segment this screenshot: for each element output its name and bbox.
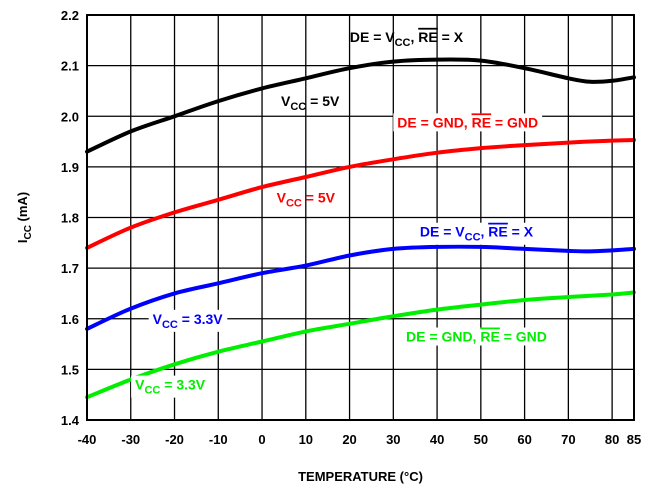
annotation-part: DE = V: [350, 29, 395, 45]
x-tick-label: 10: [299, 432, 313, 447]
annotation-bg: [393, 113, 543, 132]
annotation-part: = 5V: [306, 93, 340, 109]
annotation-blue-de: DE = VCC, RE = X: [415, 222, 538, 245]
annotation-text: VCC = 5V: [281, 93, 340, 113]
y-tick-label: 2.1: [61, 59, 79, 74]
annotation-blue-vcc: VCC = 3.3V: [148, 309, 228, 332]
annotation-part: = 3.3V: [178, 311, 223, 327]
annotation-part: V: [281, 93, 291, 109]
annotation-green-de: DE = GND, RE = GND: [402, 327, 551, 346]
plot-frame: [86, 14, 635, 421]
y-tick-label: 1.6: [61, 312, 79, 327]
y-tick-label: 1.8: [61, 211, 79, 226]
annotation-part: V: [135, 377, 145, 393]
x-tick-label: -10: [209, 432, 228, 447]
y-tick-label: 1.4: [61, 413, 80, 428]
annotation-text: DE = VCC, RE = X: [350, 29, 464, 49]
annotation-bg: [402, 327, 551, 346]
x-tick-label: 60: [517, 432, 531, 447]
y-tick-label: 2.2: [61, 8, 79, 23]
series-line-red: [85, 138, 636, 250]
y-axis-title-suffix: (mA): [15, 192, 30, 225]
annotation-part: CC: [465, 232, 481, 244]
annotation-red-vcc: VCC = 5V: [277, 189, 336, 209]
annotation-text: VCC = 5V: [277, 189, 336, 209]
y-axis-title: ICC (mA): [15, 192, 34, 243]
annotation-part: DE = GND,: [397, 114, 471, 130]
y-tick-label: 1.5: [61, 362, 79, 377]
annotation-part: CC: [144, 385, 160, 397]
annotation-part: = X: [438, 29, 464, 45]
x-axis-title: TEMPERATURE (°C): [298, 469, 423, 484]
annotation-part: = 5V: [302, 189, 336, 205]
y-axis-title-main: I: [15, 240, 30, 244]
x-tick-label: 70: [561, 432, 575, 447]
annotation-part: RE: [488, 224, 507, 240]
annotation-part: CC: [162, 319, 178, 331]
x-tick-label: 85: [627, 432, 641, 447]
series-lines: [85, 57, 636, 400]
annotation-part: = 3.3V: [160, 377, 205, 393]
annotation-bg: [148, 309, 228, 332]
y-tick-label: 1.7: [61, 261, 79, 276]
x-tick-label: -20: [165, 432, 184, 447]
x-tick-label: -30: [121, 432, 140, 447]
annotation-part: V: [277, 189, 287, 205]
annotation-black-de: DE = VCC, RE = X: [350, 28, 464, 49]
series-line-blue: [85, 244, 636, 331]
annotation-text: DE = VCC, RE = X: [420, 224, 534, 244]
x-tick-labels: -40 -30 -20 -10 0 10 20 30 40 50 60 70 80 85: [78, 432, 642, 447]
y-axis-title-sub: CC: [23, 225, 34, 239]
annotation-part: = GND: [500, 329, 547, 345]
annotation-part: CC: [286, 197, 302, 209]
x-tick-label: 40: [430, 432, 444, 447]
annotation-text: DE = GND, RE = GND: [397, 114, 538, 130]
annotation-part: = X: [508, 224, 534, 240]
y-tick-label: 1.9: [61, 160, 79, 175]
annotation-part: V: [153, 311, 163, 327]
x-tick-label: 50: [474, 432, 488, 447]
annotation-part: ,: [411, 29, 419, 45]
x-tick-label: 0: [258, 432, 265, 447]
annotation-text: DE = GND, RE = GND: [406, 329, 547, 345]
annotation-part: CC: [290, 101, 306, 113]
annotation-part: DE = GND,: [406, 329, 480, 345]
annotation-black-vcc: VCC = 5V: [281, 93, 340, 113]
annotation-green-vcc: VCC = 3.3V: [131, 375, 210, 398]
y-tick-label: 2.0: [61, 109, 79, 124]
annotation-text: VCC = 3.3V: [135, 377, 206, 397]
series-line-green: [85, 290, 636, 400]
annotation-part: RE: [480, 329, 499, 345]
x-tick-label: -40: [78, 432, 97, 447]
annotation-part: CC: [395, 37, 411, 49]
annotation-red-de: DE = GND, RE = GND: [393, 113, 543, 132]
annotation-part: = GND: [491, 114, 538, 130]
x-tick-label: 30: [386, 432, 400, 447]
x-tick-label: 20: [342, 432, 356, 447]
annotation-bg: [415, 222, 538, 245]
y-tick-labels: 1.4 1.5 1.6 1.7 1.8 1.9 2.0 2.1 2.2: [61, 8, 80, 428]
series-line-black: [85, 57, 636, 154]
annotation-bg: [131, 375, 210, 398]
annotation-part: DE = V: [420, 224, 465, 240]
annotation-part: ,: [481, 224, 489, 240]
annotation-text: VCC = 3.3V: [153, 311, 224, 331]
annotation-part: RE: [418, 29, 437, 45]
annotation-part: RE: [472, 114, 491, 130]
x-tick-label: 80: [605, 432, 619, 447]
